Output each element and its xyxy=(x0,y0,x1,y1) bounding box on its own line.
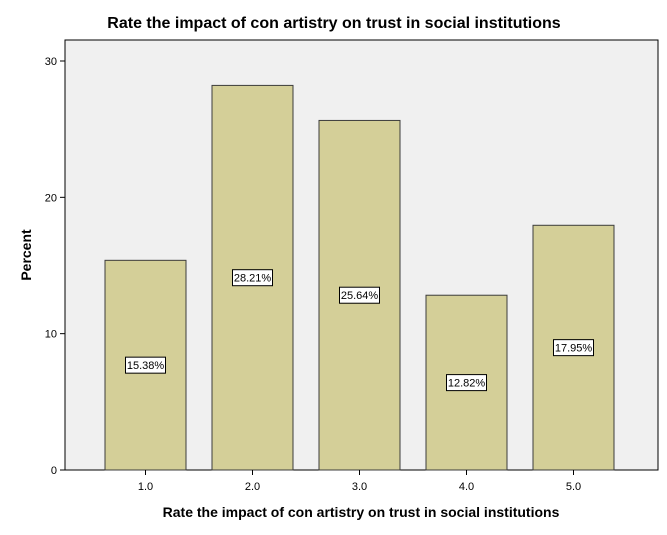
y-tick-label: 30 xyxy=(45,56,57,68)
bar-2.0: 28.21% xyxy=(211,84,294,471)
y-tick-label: 0 xyxy=(51,465,57,477)
x-tick-label: 1.0 xyxy=(138,481,153,493)
data-label: 28.21% xyxy=(234,273,272,285)
data-label-box xyxy=(232,269,273,287)
data-label-box xyxy=(339,286,380,304)
x-tick-label: 3.0 xyxy=(352,481,367,493)
x-axis: 1.0 2.0 3.0 4.0 5.0 xyxy=(138,470,581,493)
chart-title: Rate the impact of con artistry on trust… xyxy=(107,15,560,32)
data-label: 12.82% xyxy=(448,378,486,390)
data-label-box xyxy=(553,339,594,357)
y-tick-label: 20 xyxy=(45,192,57,204)
data-label: 25.64% xyxy=(341,290,379,302)
x-tick-label: 2.0 xyxy=(245,481,260,493)
x-tick-label: 5.0 xyxy=(566,481,581,493)
data-label: 17.95% xyxy=(555,343,593,355)
y-axis: 0 10 20 30 xyxy=(45,56,65,477)
y-tick-label: 10 xyxy=(45,329,57,341)
data-label: 15.38% xyxy=(127,360,165,372)
bar-5.0: 17.95% xyxy=(532,224,615,471)
bar-3.0: 25.64% xyxy=(318,119,401,471)
x-tick-label: 4.0 xyxy=(459,481,474,493)
bar-4.0: 12.82% xyxy=(425,294,508,471)
y-axis-title: Percent xyxy=(18,229,34,281)
bars-group: 15.38% 28.21% 25.64% 12.82% 17.95% xyxy=(104,84,615,471)
x-axis-title: Rate the impact of con artistry on trust… xyxy=(163,504,560,520)
data-label-box xyxy=(125,356,166,374)
data-label-box xyxy=(446,374,487,392)
bar-1.0: 15.38% xyxy=(104,259,187,471)
